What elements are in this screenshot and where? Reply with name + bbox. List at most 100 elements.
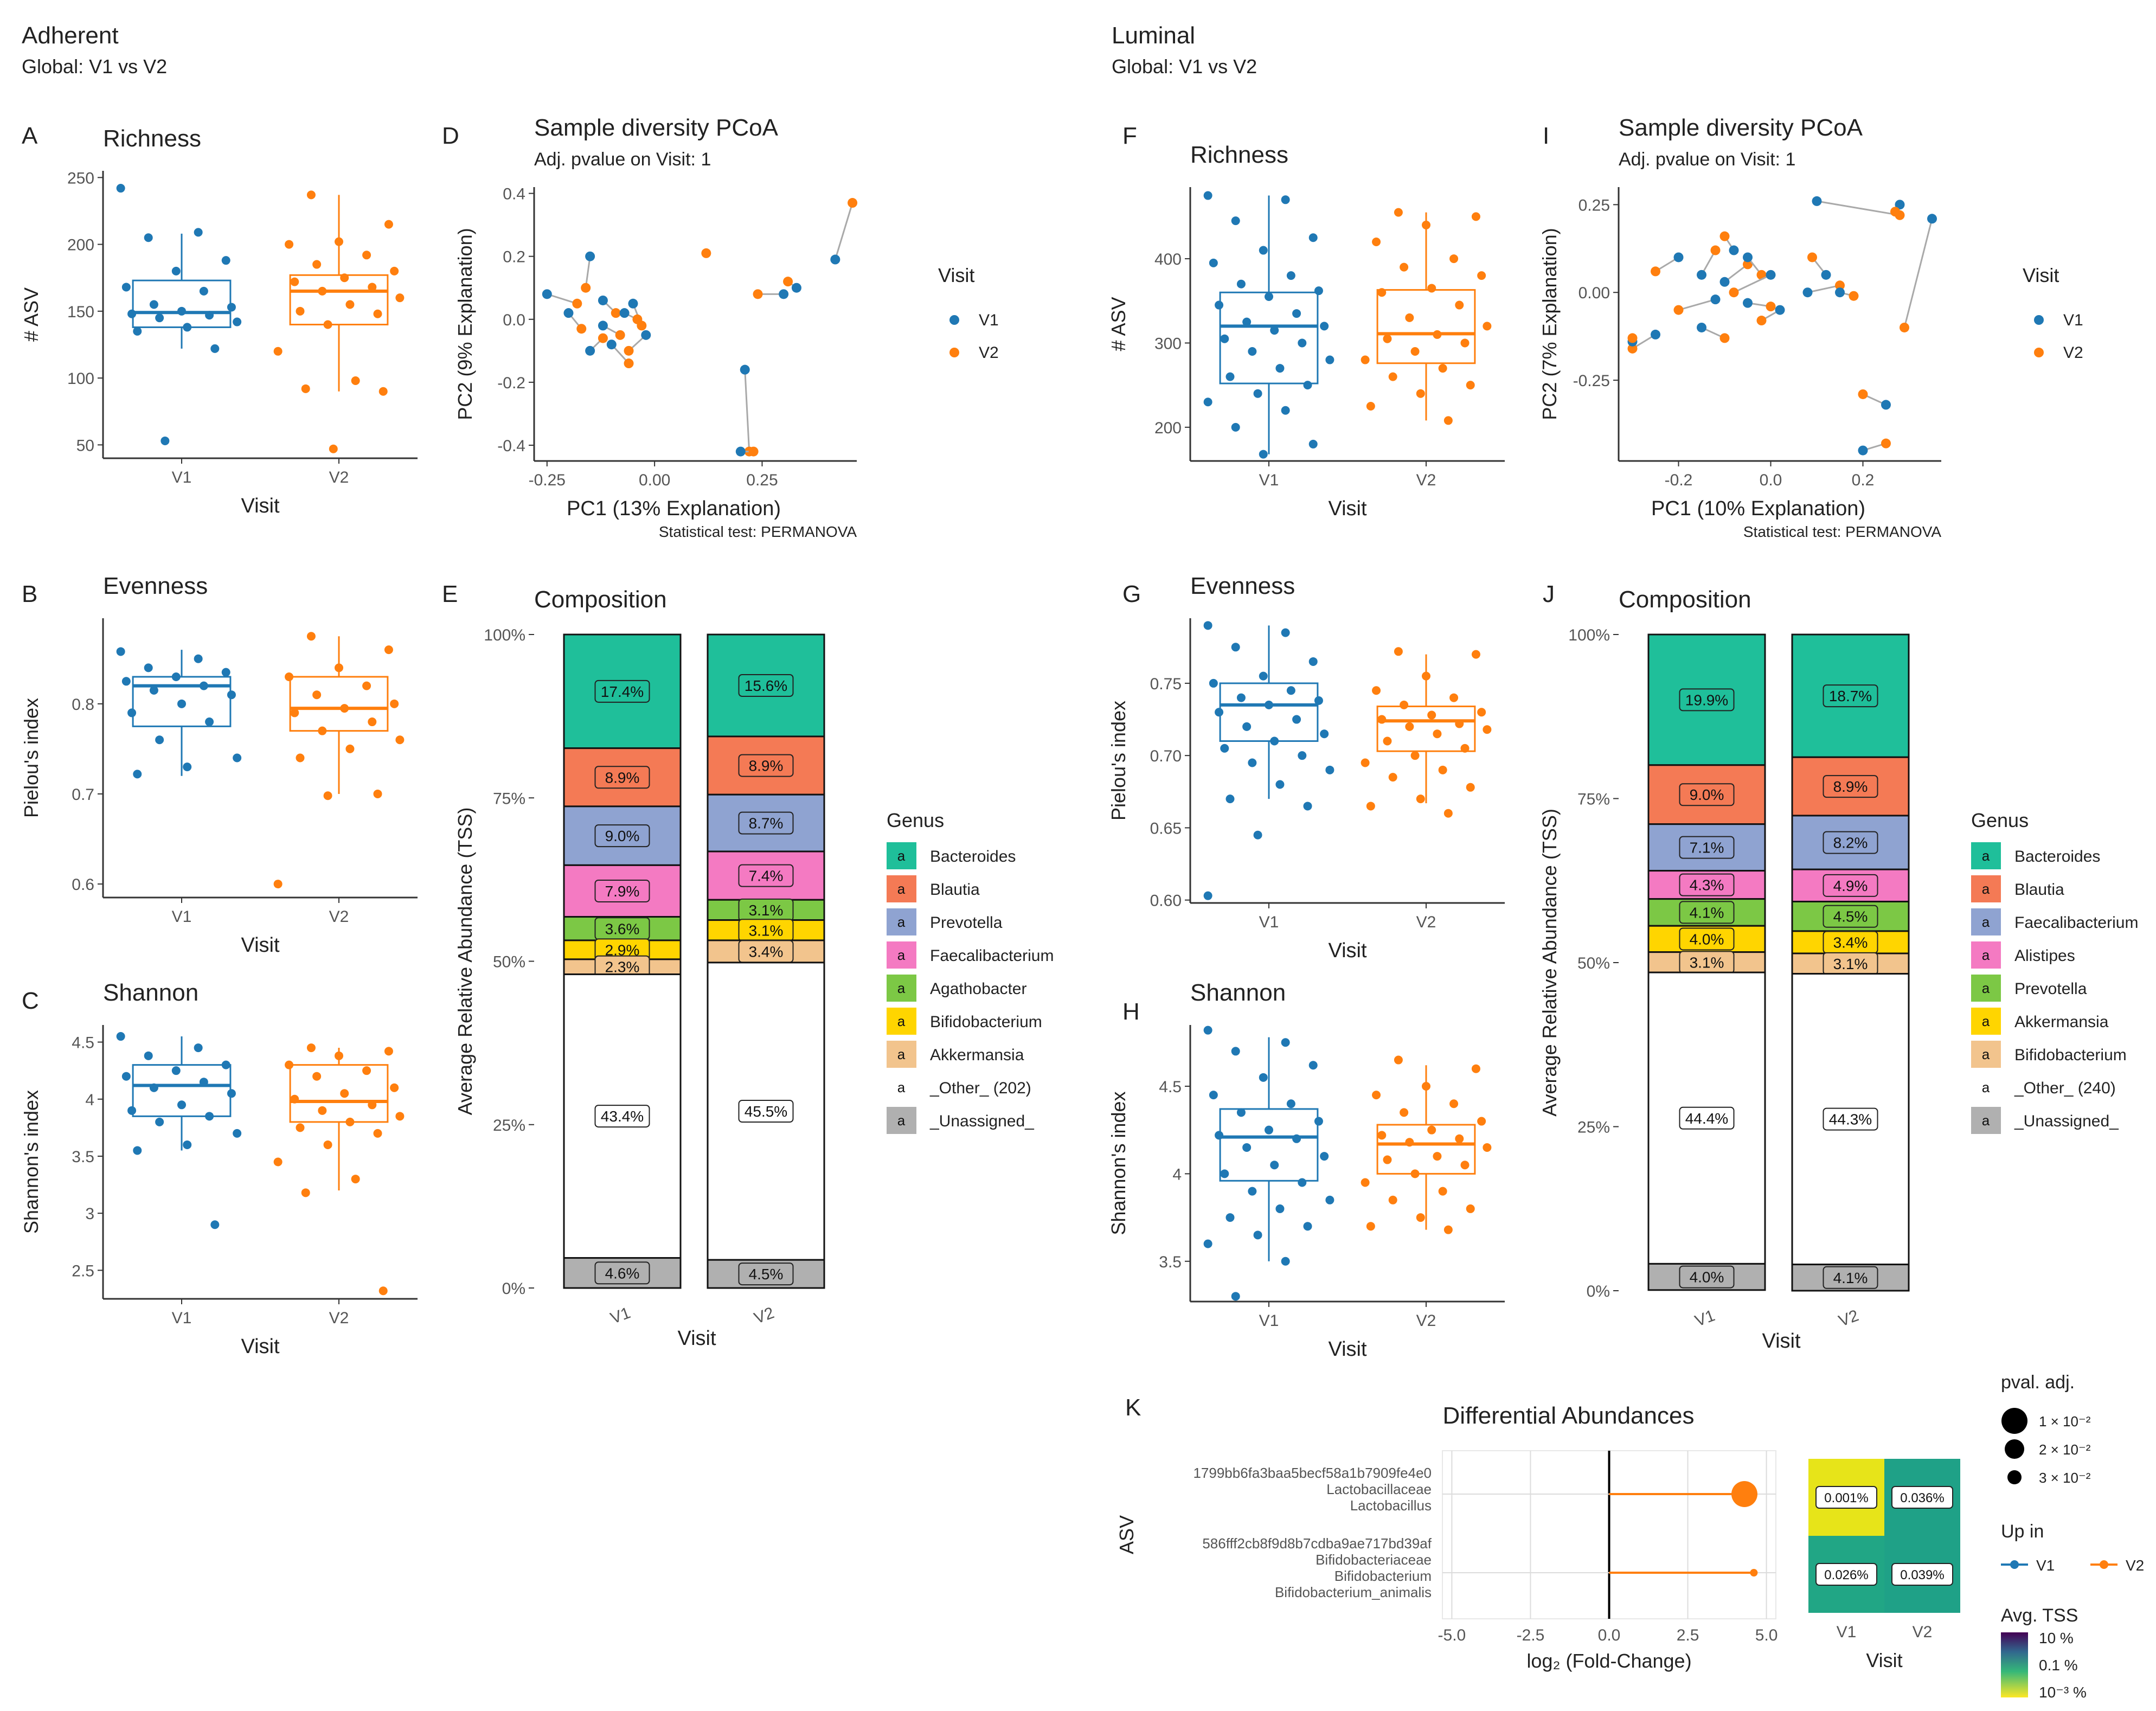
data-point <box>133 770 142 779</box>
legend-genus-label: Prevotella <box>930 914 1003 932</box>
data-point <box>1203 621 1212 630</box>
box-panel-B: B Evenness 0.6 0.7 0.8 V1 V2 Visit Pielou's inde… <box>20 573 418 957</box>
data-point <box>368 1100 377 1110</box>
data-point <box>177 1100 186 1110</box>
data-point <box>1275 780 1285 789</box>
y-axis-title: Average Relative Abundance (TSS) <box>1538 809 1561 1117</box>
legend-pval-dot <box>2001 1408 2027 1434</box>
panel-label-K: K <box>1125 1394 1141 1421</box>
data-point <box>233 317 242 326</box>
panel-label-G: G <box>1122 581 1141 607</box>
data-point <box>1225 1213 1235 1222</box>
data-point <box>1270 1161 1279 1170</box>
point-v2 <box>1766 302 1776 312</box>
data-point <box>340 1089 349 1098</box>
panels-group: A Richness 50 100 150 200 250 V1 V2 Visit # ASV B Ev… <box>20 114 2144 1701</box>
legend-dot-v2 <box>949 348 959 357</box>
x-tick-label: V1 <box>172 469 192 486</box>
y-tick-label: 0.00 <box>1579 284 1610 302</box>
data-point <box>285 1060 294 1069</box>
point-v2 <box>576 324 587 334</box>
legend-genus-label: _Unassigned_ <box>2014 1112 2119 1130</box>
data-point <box>210 344 220 353</box>
data-point <box>368 717 377 727</box>
pair-arrow <box>1678 298 1716 311</box>
legend-pval-title: pval. adj. <box>2001 1372 2075 1393</box>
section-subtitle-luminal: Global: V1 vs V2 <box>1112 55 1257 78</box>
y-tick-label: 0.75 <box>1150 675 1182 693</box>
data-point <box>301 384 310 393</box>
segment-label-box <box>1679 783 1735 806</box>
data-point <box>1220 744 1229 753</box>
data-point <box>1405 722 1414 731</box>
legend-pval-label: 3 × 10⁻² <box>2039 1470 2091 1486</box>
y-tick-label: 50% <box>1577 954 1610 972</box>
legend-tss-label: 10⁻³ % <box>2039 1684 2087 1701</box>
point-v1 <box>563 308 574 318</box>
data-point <box>1388 773 1397 782</box>
data-point <box>233 753 242 762</box>
data-point <box>306 190 316 200</box>
data-point <box>1455 300 1464 310</box>
y-axis-title: Shannon's index <box>20 1090 42 1234</box>
data-point <box>171 266 181 275</box>
asv-label-line: 586fff2cb8f9d8b7cdba9ae717bd39af <box>1202 1535 1432 1552</box>
legend-swatch <box>1971 1008 2001 1035</box>
data-point <box>1483 322 1492 331</box>
legend-label-v2: V2 <box>979 344 999 362</box>
box-panel-H: H Shannon 3.5 4 4.5 V1 V2 Visit Shannon's index <box>1107 979 1505 1361</box>
legend-label-v1: V1 <box>979 311 999 329</box>
segment-label-box <box>594 680 650 703</box>
y-axis-title: ASV <box>1115 1515 1138 1554</box>
data-point <box>335 663 343 672</box>
legend-genus-label: Prevotella <box>2014 980 2087 998</box>
legend-swatch-letter: a <box>897 1013 906 1029</box>
data-point <box>1259 450 1268 459</box>
data-point <box>1292 309 1301 318</box>
legend-swatch <box>1971 941 2001 969</box>
panel-label-I: I <box>1543 123 1549 149</box>
data-point <box>1225 794 1235 804</box>
segment-label: 3.6% <box>605 920 640 937</box>
segment-label: 8.9% <box>605 769 640 786</box>
point-v2 <box>1743 259 1753 270</box>
data-point <box>1231 1047 1240 1056</box>
segment-label-box <box>738 1263 794 1286</box>
point-v2 <box>624 358 634 369</box>
data-point <box>1225 372 1235 381</box>
data-point <box>1438 765 1447 774</box>
data-point <box>345 300 355 309</box>
y-axis-title: Pielou's index <box>20 698 42 818</box>
chart-title: Richness <box>103 125 201 152</box>
data-point <box>1281 1038 1290 1047</box>
segment-label: 45.5% <box>745 1103 787 1120</box>
legend-swatch-letter: a <box>897 1079 906 1095</box>
point-v1 <box>1927 214 1937 224</box>
point-v2 <box>1881 438 1891 448</box>
legend-swatch-letter: a <box>897 1046 906 1062</box>
data-point <box>149 1083 158 1092</box>
point-v2 <box>1849 291 1859 301</box>
data-point <box>1433 729 1442 739</box>
legend-swatch <box>887 908 916 935</box>
data-point <box>301 1188 310 1197</box>
data-point <box>323 1140 332 1149</box>
data-point <box>1231 643 1240 652</box>
data-point <box>285 672 294 681</box>
data-point <box>285 240 294 249</box>
point-v1 <box>1719 277 1730 287</box>
data-point <box>1422 1081 1430 1091</box>
legend-dot-v1 <box>2034 315 2044 325</box>
data-point <box>1466 381 1475 390</box>
data-point <box>194 654 203 663</box>
y-axis-title: Average Relative Abundance (TSS) <box>454 808 476 1116</box>
box-iqr <box>289 1064 389 1123</box>
data-point <box>1455 1134 1464 1143</box>
segment-label-box <box>1823 775 1878 798</box>
legend-genus-label: Faecalibacterium <box>930 947 1054 965</box>
data-point <box>149 300 158 309</box>
data-point <box>1416 389 1425 398</box>
data-point <box>121 1072 131 1081</box>
data-point <box>1298 1178 1307 1187</box>
data-point <box>1220 1169 1229 1178</box>
